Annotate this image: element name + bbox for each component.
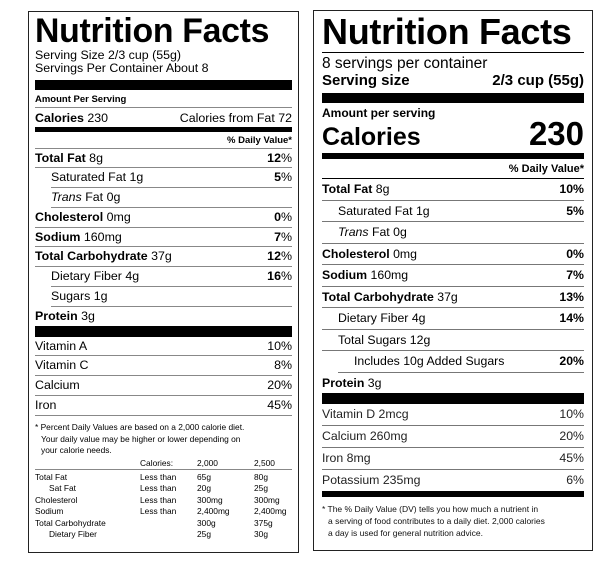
- calories-value: 230: [528, 115, 584, 152]
- label-title: Nutrition Facts: [35, 12, 270, 50]
- thick-divider: [322, 393, 584, 404]
- serving-size: Serving Size 2/3 cup (55g): [35, 47, 182, 62]
- nutrient-row-trans-fat: Trans Fat 0g: [51, 188, 292, 208]
- nutrient-row-total-sugars: Total Sugars 12g: [322, 330, 584, 351]
- daily-value-reference-table: Calories: 2,000 2,500 Total Fat Less than…: [35, 456, 292, 541]
- amount-per-serving: Amount per serving: [322, 106, 436, 120]
- nutrient-row-sodium: Sodium 160mg 7%: [35, 228, 292, 248]
- daily-value-header: % Daily Value*: [35, 132, 292, 149]
- label-title: Nutrition Facts: [322, 14, 584, 53]
- calories-label: Calories: [322, 123, 421, 151]
- vitamin-row-vitamin-a: Vitamin A 10%: [35, 337, 292, 357]
- vitamin-row-iron: Iron 45%: [35, 396, 292, 416]
- nutrient-row-sugars: Sugars 1g: [51, 287, 292, 307]
- vitamin-row-calcium: Calcium 20%: [35, 376, 292, 397]
- updated-nutrition-label: Nutrition Facts 8 servings per container…: [313, 10, 593, 551]
- amount-per-serving: Amount Per Serving: [35, 90, 292, 108]
- nutrient-row-saturated-fat: Saturated Fat 1g 5%: [322, 201, 584, 222]
- original-nutrition-label: Nutrition Facts Serving Size 2/3 cup (55…: [28, 11, 299, 553]
- nutrient-row-saturated-fat: Saturated Fat 1g 5%: [51, 168, 292, 189]
- nutrient-row-sodium: Sodium 160mg 7%: [322, 265, 584, 287]
- calories-row: Calories 230: [322, 115, 584, 152]
- vitamin-row-calcium: Calcium 260mg 20%: [322, 426, 584, 448]
- nutrient-row-total-carbohydrate: Total Carbohydrate 37g 13%: [322, 287, 584, 308]
- thick-divider: [35, 325, 292, 337]
- nutrient-row-trans-fat: Trans Fat 0g: [322, 222, 584, 244]
- calories-label: Calories: [35, 110, 84, 125]
- vitamin-row-potassium: Potassium 235mg 6%: [322, 473, 584, 487]
- thick-divider: [35, 79, 292, 90]
- medium-divider: [322, 491, 584, 497]
- servings-per-container: Servings Per Container About 8: [35, 60, 209, 75]
- servings-per-container: 8 servings per container: [322, 55, 488, 72]
- nutrient-row-added-sugars: Includes 10g Added Sugars 20%: [338, 351, 584, 373]
- footnote: * The % Daily Value (DV) tells you how m…: [322, 504, 545, 538]
- nutrient-row-total-fat: Total Fat 8g 10%: [322, 179, 584, 201]
- calories-from-fat: Calories from Fat 72: [179, 110, 292, 125]
- medium-divider: [322, 153, 584, 159]
- calories-value: 230: [87, 110, 109, 125]
- calories-row: Calories 230 Calories from Fat 72: [35, 108, 292, 127]
- vitamin-row-vitamin-d: Vitamin D 2mcg 10%: [322, 404, 584, 426]
- serving-size-row: Serving size 2/3 cup (55g): [322, 72, 584, 89]
- medium-divider: [35, 126, 292, 132]
- thick-divider: [322, 93, 584, 103]
- footnote: * Percent Daily Values are based on a 2,…: [35, 421, 245, 456]
- nutrient-row-cholesterol: Cholesterol 0mg 0%: [35, 208, 292, 228]
- nutrient-row-total-fat: Total Fat 8g 12%: [35, 149, 292, 169]
- nutrient-row-dietary-fiber: Dietary Fiber 4g 14%: [322, 308, 584, 330]
- vitamin-row-iron: Iron 8mg 45%: [322, 448, 584, 470]
- nutrient-row-dietary-fiber: Dietary Fiber 4g 16%: [51, 267, 292, 288]
- daily-value-header: % Daily Value*: [322, 159, 584, 179]
- vitamin-row-vitamin-c: Vitamin C 8%: [35, 356, 292, 377]
- nutrient-row-total-carbohydrate: Total Carbohydrate 37g 12%: [35, 247, 292, 268]
- nutrient-row-protein: Protein 3g: [322, 375, 382, 390]
- nutrient-row-cholesterol: Cholesterol 0mg 0%: [322, 244, 584, 265]
- nutrient-row-protein: Protein 3g: [35, 308, 95, 323]
